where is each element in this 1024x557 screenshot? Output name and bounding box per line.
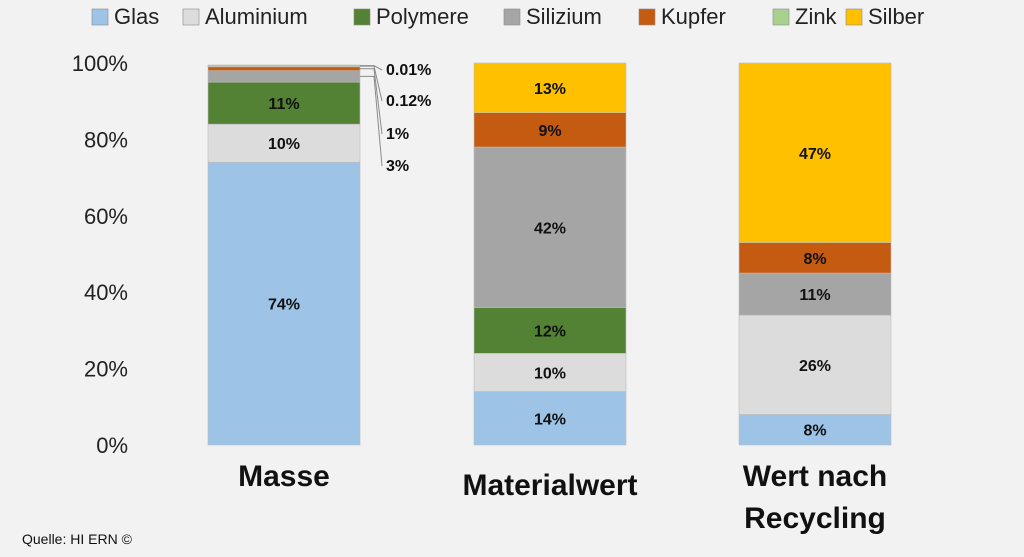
callout-leader [360, 68, 383, 135]
category-label-materialwert: Materialwert [462, 469, 637, 502]
y-tick-label: 100% [72, 51, 128, 76]
legend-swatch-glas [91, 8, 109, 26]
bar-segment-materialwert-polymere [473, 307, 627, 354]
legend-swatch-zink [772, 8, 790, 26]
legend-label-polymere: Polymere [376, 4, 469, 29]
bar-segment-wert-nach-recycling-aluminium [738, 314, 892, 415]
data-label-wert-nach-recycling-glas: 8% [803, 423, 826, 440]
bar-segment-wert-nach-recycling-silizium [738, 272, 892, 316]
bar-segment-wert-nach-recycling-glas [738, 414, 892, 446]
bar-segment-masse-silber [207, 64, 361, 67]
data-label-materialwert-aluminium: 10% [534, 365, 566, 382]
data-label-wert-nach-recycling-silber: 47% [799, 146, 831, 163]
callout-label: 1% [386, 126, 409, 143]
bar-segment-materialwert-silber [473, 62, 627, 113]
data-label-materialwert-silizium: 42% [534, 220, 566, 237]
legend-swatch-polymere [353, 8, 371, 26]
data-label-materialwert-glas: 14% [534, 411, 566, 428]
x-axis: Masse Materialwert Wert nach Recycling [238, 460, 887, 535]
data-label-materialwert-polymere: 12% [534, 323, 566, 340]
callout-leader [360, 65, 383, 102]
legend-swatch-kupfer [638, 8, 656, 26]
bar-segment-materialwert-kupfer [473, 112, 627, 148]
legend: Glas Aluminium Polymere Silizium Kupfer Zink S… [91, 4, 924, 29]
legend-swatch-silizium [503, 8, 521, 26]
source-note: Quelle: HI ERN © [22, 531, 133, 547]
y-axis: 0% 20% 40% 60% 80% 100% [72, 51, 128, 458]
bar-segment-materialwert-glas [473, 391, 627, 446]
data-label-masse-glas: 74% [268, 297, 300, 314]
legend-label-silizium: Silizium [526, 4, 602, 29]
y-tick-label: 40% [84, 280, 128, 305]
y-tick-label: 60% [84, 204, 128, 229]
y-tick-label: 80% [84, 127, 128, 152]
y-tick-label: 20% [84, 357, 128, 382]
legend-swatch-silber [845, 8, 863, 26]
bar-segment-wert-nach-recycling-silber [738, 62, 892, 243]
category-label-wert-nach-recycling: Wert nach Recycling [743, 460, 887, 535]
legend-label-aluminium: Aluminium [205, 4, 308, 29]
legend-label-kupfer: Kupfer [661, 4, 726, 29]
callout-label: 0.01% [386, 62, 431, 79]
callout-leader [360, 75, 383, 167]
callout-label: 0.12% [386, 93, 431, 110]
callouts: 0.01% 0.12% 1% 3% [360, 62, 431, 175]
bar-segment-masse-kupfer [207, 66, 361, 71]
bar-segment-masse-aluminium [207, 123, 361, 163]
data-label-masse-polymere: 11% [268, 96, 299, 113]
data-label-masse-aluminium: 10% [268, 136, 300, 153]
legend-label-silber: Silber [868, 4, 924, 29]
bar-segment-masse-glas [207, 162, 361, 446]
data-label-wert-nach-recycling-aluminium: 26% [799, 358, 831, 375]
y-tick-label: 0% [96, 433, 128, 458]
category-label-masse: Masse [238, 460, 330, 493]
legend-swatch-aluminium [182, 8, 200, 26]
legend-label-glas: Glas [114, 4, 159, 29]
data-label-materialwert-kupfer: 9% [538, 123, 561, 140]
data-label-wert-nach-recycling-silizium: 11% [799, 287, 830, 304]
bars: 74% 10% 11% 14% 10% 12% 42% 9% 13% 8% 26% 11% 8% 47% [207, 62, 892, 446]
legend-label-zink: Zink [795, 4, 838, 29]
bar-segment-masse-silizium [207, 70, 361, 83]
bar-segment-materialwert-silizium [473, 146, 627, 308]
bar-segment-wert-nach-recycling-kupfer [738, 242, 892, 274]
callout-label: 3% [386, 158, 409, 175]
data-label-wert-nach-recycling-kupfer: 8% [803, 251, 826, 268]
data-label-materialwert-silber: 13% [534, 81, 566, 98]
